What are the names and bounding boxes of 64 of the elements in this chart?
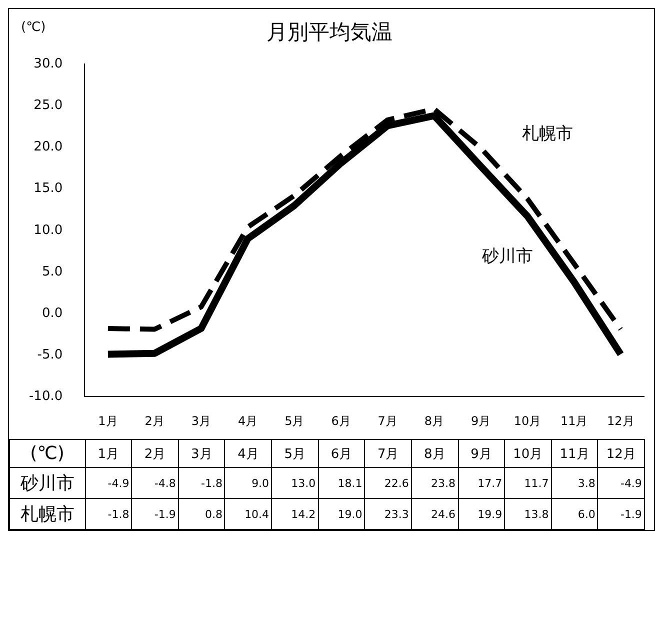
text: 札幌市 — [522, 124, 573, 144]
x-tick-label: 6月 — [331, 414, 351, 428]
category-label: 9月 — [470, 446, 492, 462]
category-label: 11月 — [560, 446, 590, 462]
y-tick-label: 0.0 — [42, 306, 63, 321]
data-label: 3.8 — [551, 468, 598, 498]
x-tick-label: 4月 — [238, 414, 258, 428]
category-label: 2月 — [144, 446, 166, 462]
y-tick-label: -5.0 — [37, 347, 63, 362]
x-tick-label: 8月 — [424, 414, 444, 428]
x-tick-label: 11月 — [560, 414, 588, 428]
category-label: 12月 — [606, 446, 636, 462]
x-tick-label: 9月 — [471, 414, 491, 428]
data-label: 9.0 — [224, 468, 272, 498]
data-label: 10.4 — [224, 498, 272, 530]
data-label: 0.8 — [178, 498, 225, 530]
data-label: 6.0 — [551, 498, 598, 530]
data-label: 11.7 — [504, 468, 552, 498]
data-label: 23.8 — [411, 468, 458, 498]
data-label: 17.7 — [458, 468, 505, 498]
category-label: 4月 — [238, 446, 259, 462]
x-tick-label: 2月 — [144, 414, 164, 428]
x-tick-label: 3月 — [191, 414, 211, 428]
text: 砂川市 — [482, 246, 533, 266]
category-label: 7月 — [377, 446, 399, 462]
data-label: -4.8 — [132, 468, 178, 498]
category-label: 1月 — [98, 446, 120, 462]
x-tick-label: 1月 — [98, 414, 118, 428]
data-label: -1.9 — [132, 498, 178, 530]
chart-title: 月別平均気温 — [266, 20, 392, 44]
x-tick-label: 7月 — [378, 414, 398, 428]
category-label: 5月 — [284, 446, 306, 462]
data-label: 22.6 — [364, 468, 412, 498]
category-label: 3月 — [191, 446, 212, 462]
data-label: 13.8 — [504, 498, 552, 530]
category-label: 6月 — [330, 446, 352, 462]
y-tick-label: 25.0 — [34, 98, 63, 114]
data-label: 14.2 — [272, 498, 318, 530]
data-label: -4.9 — [85, 468, 132, 498]
y-tick-label: -10.0 — [28, 388, 63, 404]
x-tick-label: 10月 — [514, 414, 542, 428]
legend-label: 札幌市 — [10, 498, 86, 530]
category-label: 10月 — [513, 446, 543, 462]
data-label: 19.9 — [458, 498, 505, 530]
data-label: 24.6 — [411, 498, 458, 530]
text: (℃) — [30, 443, 64, 464]
data-label: 23.3 — [364, 498, 412, 530]
y-tick-label: 20.0 — [34, 140, 63, 155]
y-tick-label: 15.0 — [34, 181, 63, 196]
y-tick-label: 10.0 — [34, 222, 63, 238]
y-axis-title: (℃) — [21, 20, 46, 35]
data-label: -4.9 — [598, 468, 644, 498]
data-label: -1.8 — [85, 498, 132, 530]
data-label: 13.0 — [272, 468, 318, 498]
category-label: 8月 — [424, 446, 446, 462]
data-label: 18.1 — [318, 468, 365, 498]
data-label: -1.8 — [178, 468, 225, 498]
data-label: -1.9 — [598, 498, 644, 530]
x-tick-label: 5月 — [284, 414, 304, 428]
x-tick-label: 12月 — [607, 414, 634, 428]
y-tick-label: 30.0 — [34, 56, 63, 72]
y-tick-label: 5.0 — [42, 264, 63, 280]
legend-label: 砂川市 — [10, 468, 86, 498]
data-label: 19.0 — [318, 498, 365, 530]
